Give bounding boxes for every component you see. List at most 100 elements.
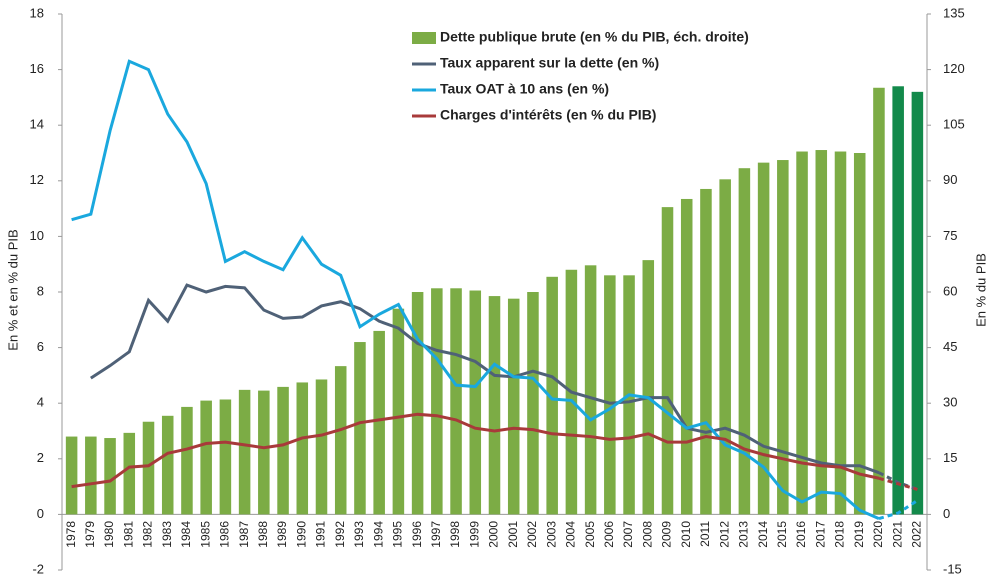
bar	[296, 382, 309, 515]
y-tick-label: 4	[37, 395, 44, 410]
x-tick-label: 1988	[256, 521, 270, 548]
bar	[431, 288, 443, 515]
y-tick-label: 16	[30, 61, 44, 76]
x-tick-label: 1994	[371, 521, 385, 548]
y-tick-label: -2	[32, 561, 44, 576]
bar	[181, 406, 193, 515]
x-tick-label: 2012	[717, 521, 731, 548]
bar	[507, 298, 520, 515]
x-tick-label: 1982	[141, 521, 155, 548]
y2-tick-label: 120	[943, 61, 965, 76]
x-tick-label: 2003	[544, 521, 558, 548]
y-tick-label: 18	[30, 5, 44, 20]
x-tick-label: 2000	[487, 521, 501, 548]
y-tick-label: 14	[30, 117, 44, 132]
bar	[796, 151, 808, 515]
bar	[892, 86, 904, 515]
bar	[642, 260, 655, 515]
legend-swatch	[412, 32, 436, 44]
bar	[604, 275, 616, 515]
line-forecast	[878, 476, 918, 491]
x-tick-label: 2013	[737, 521, 751, 548]
x-tick-label: 1996	[410, 521, 424, 548]
x-tick-label: 1993	[352, 521, 366, 548]
y2-tick-label: 0	[943, 506, 950, 521]
bar	[258, 390, 270, 515]
y-tick-label: 8	[37, 283, 44, 298]
bar	[315, 379, 328, 515]
bar	[527, 292, 539, 515]
x-tick-label: 2009	[660, 521, 674, 548]
bar	[450, 288, 462, 515]
y2-tick-label: 15	[943, 450, 957, 465]
bar	[757, 162, 770, 515]
x-tick-label: 2001	[506, 521, 520, 548]
bar	[219, 399, 232, 515]
x-tick-label: 1983	[160, 521, 174, 548]
x-tick-label: 2007	[621, 521, 635, 548]
x-tick-label: 2022	[910, 521, 924, 548]
bar	[873, 87, 885, 515]
bar	[488, 296, 501, 515]
x-tick-label: 2002	[525, 521, 539, 548]
bar	[546, 276, 558, 515]
y2-tick-label: -15	[943, 561, 962, 576]
legend-label: Dette publique brute (en % du PIB, éch. …	[440, 29, 749, 45]
y2-tick-label: 75	[943, 228, 957, 243]
bar	[334, 366, 347, 515]
bar	[411, 292, 424, 515]
bar	[911, 91, 924, 515]
y-tick-label: 12	[30, 172, 44, 187]
x-tick-label: 1990	[294, 521, 308, 548]
bar	[373, 330, 385, 515]
bar	[354, 342, 366, 515]
x-tick-label: 2016	[794, 521, 808, 548]
legend-label: Charges d'intérêts (en % du PIB)	[440, 107, 656, 123]
bar	[123, 432, 136, 515]
line	[71, 59, 880, 520]
line	[90, 283, 880, 475]
bar	[277, 386, 289, 515]
legend-label: Taux OAT à 10 ans (en %)	[440, 81, 609, 97]
bar	[777, 160, 789, 515]
y2-tick-label: 105	[943, 117, 965, 132]
x-tick-label: 2020	[871, 521, 885, 548]
x-tick-label: 2018	[833, 521, 847, 548]
x-tick-label: 2005	[583, 521, 597, 548]
x-tick-label: 1986	[218, 521, 232, 548]
x-tick-label: 2019	[852, 521, 866, 548]
y2-tick-label: 90	[943, 172, 957, 187]
x-tick-label: 2008	[640, 521, 654, 548]
bar	[815, 150, 828, 515]
y-tick-label: 0	[37, 506, 44, 521]
bar	[834, 151, 847, 515]
x-tick-label: 2004	[564, 521, 578, 548]
x-tick-label: 1997	[429, 521, 443, 548]
line	[71, 412, 880, 489]
bar	[65, 436, 78, 515]
x-tick-label: 1999	[467, 521, 481, 548]
y2-tick-label: 45	[943, 339, 957, 354]
y2-axis-title: En % du PIB	[973, 253, 988, 327]
bar	[853, 153, 866, 515]
bar	[469, 290, 482, 515]
bar	[142, 421, 155, 515]
y2-tick-label: 60	[943, 283, 957, 298]
x-tick-label: 1979	[83, 521, 97, 548]
x-tick-label: 2006	[602, 521, 616, 548]
bar	[738, 168, 751, 515]
y-tick-label: 10	[30, 228, 44, 243]
y2-tick-label: 135	[943, 5, 965, 20]
x-tick-label: 2021	[890, 521, 904, 548]
line-forecast	[878, 499, 919, 521]
x-tick-label: 2017	[813, 521, 827, 548]
y-tick-label: 6	[37, 339, 44, 354]
x-tick-label: 2014	[756, 521, 770, 548]
bar	[200, 400, 212, 515]
x-tick-label: 1992	[333, 521, 347, 548]
x-tick-label: 1981	[121, 521, 135, 548]
bar	[700, 188, 712, 515]
x-tick-label: 1985	[198, 521, 212, 548]
legend-label: Taux apparent sur la dette (en %)	[440, 55, 659, 71]
bar	[238, 389, 251, 515]
